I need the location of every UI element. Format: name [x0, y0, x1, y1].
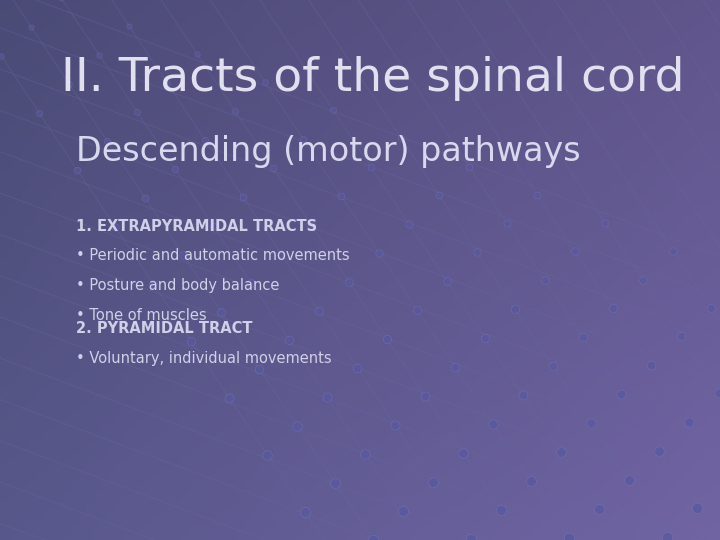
- Text: Descending (motor) pathways: Descending (motor) pathways: [76, 134, 580, 168]
- Text: • Voluntary, individual movements: • Voluntary, individual movements: [76, 351, 331, 366]
- Text: • Posture and body balance: • Posture and body balance: [76, 278, 279, 293]
- Text: 2. PYRAMIDAL TRACT: 2. PYRAMIDAL TRACT: [76, 321, 252, 336]
- Text: II. Tracts of the spinal cord: II. Tracts of the spinal cord: [61, 56, 685, 101]
- Text: • Periodic and automatic movements: • Periodic and automatic movements: [76, 248, 349, 264]
- Text: 1. EXTRAPYRAMIDAL TRACTS: 1. EXTRAPYRAMIDAL TRACTS: [76, 219, 317, 234]
- Text: • Tone of muscles: • Tone of muscles: [76, 308, 206, 323]
